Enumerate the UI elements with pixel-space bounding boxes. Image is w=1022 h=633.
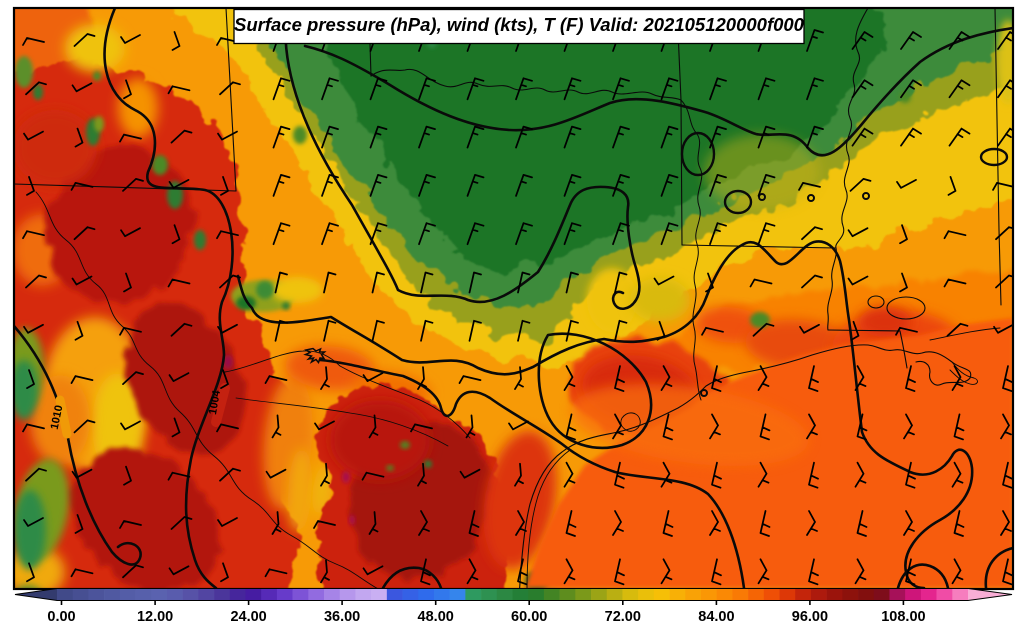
svg-text:12.00: 12.00 xyxy=(137,609,173,625)
svg-text:84.00: 84.00 xyxy=(698,609,734,625)
svg-text:96.00: 96.00 xyxy=(792,609,828,625)
svg-text:1004: 1004 xyxy=(207,389,223,416)
svg-text:48.00: 48.00 xyxy=(418,609,454,625)
svg-text:Surface pressure (hPa), wind (: Surface pressure (hPa), wind (kts), T (F… xyxy=(234,14,805,35)
svg-text:36.00: 36.00 xyxy=(324,609,360,625)
svg-text:24.00: 24.00 xyxy=(230,609,266,625)
svg-text:0.00: 0.00 xyxy=(47,609,75,625)
svg-text:108.00: 108.00 xyxy=(881,609,925,625)
svg-text:60.00: 60.00 xyxy=(511,609,547,625)
svg-text:72.00: 72.00 xyxy=(605,609,641,625)
svg-text:1010: 1010 xyxy=(49,404,66,430)
